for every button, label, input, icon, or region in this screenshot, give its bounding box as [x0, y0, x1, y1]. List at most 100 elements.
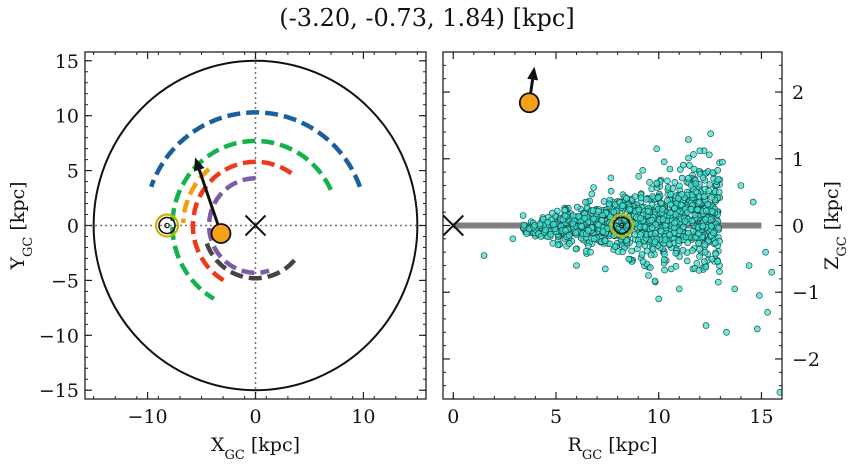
star-point [702, 263, 710, 271]
star-point [666, 165, 674, 173]
star-point [719, 158, 726, 166]
y-tick-label: 10 [55, 106, 79, 128]
star-point [655, 295, 663, 303]
y-tick-label: 1 [792, 149, 804, 171]
star-point [702, 207, 710, 215]
star-point [582, 198, 589, 206]
star-point [659, 205, 666, 213]
star-point [598, 217, 606, 224]
star-point [675, 237, 683, 244]
star-point [542, 226, 549, 234]
star-point [705, 151, 713, 159]
star-point [745, 262, 753, 269]
star-point [671, 219, 678, 227]
star-point [519, 212, 527, 219]
x-tick-label: 10 [351, 406, 375, 428]
star-point [677, 201, 685, 209]
star-point [731, 285, 739, 293]
star-point [562, 227, 569, 234]
star-point [776, 389, 782, 396]
star-point [641, 223, 649, 231]
galaxy-boundary-circle [92, 59, 419, 392]
star-point [645, 272, 652, 279]
star-point [664, 177, 671, 185]
star-point [702, 322, 710, 329]
cross-stroke [244, 214, 267, 237]
star-point [705, 187, 713, 195]
target-marker [518, 92, 540, 114]
x-tick-label: 10 [647, 406, 671, 428]
galactic-center-marker [244, 214, 267, 237]
galactic-center-marker [443, 214, 464, 237]
star-point [639, 167, 647, 174]
star-point [584, 242, 592, 250]
star-point [679, 247, 687, 254]
star-point [661, 266, 668, 274]
y-axis-label: YGC [kpc] [7, 181, 36, 270]
star-point [762, 248, 769, 256]
star-point [715, 188, 723, 196]
star-point [708, 255, 716, 263]
star-point [619, 202, 626, 210]
star-point [548, 209, 556, 217]
star-point [614, 248, 622, 255]
star-point [648, 224, 656, 231]
star-point [544, 218, 552, 226]
star-point [660, 158, 668, 166]
y-tick-label: 2 [792, 82, 804, 104]
star-point [684, 229, 692, 237]
star-point [639, 258, 647, 265]
star-point [569, 220, 577, 228]
star-point [654, 194, 662, 201]
y-tick-label: −10 [39, 325, 79, 347]
x-tick-label: 15 [749, 406, 773, 428]
star-point [581, 214, 589, 222]
spiral-arm-5 [206, 176, 270, 275]
star-point [768, 268, 776, 276]
star-point [536, 220, 544, 228]
star-point [520, 221, 528, 229]
star-point [749, 198, 757, 206]
star-point [695, 198, 703, 206]
star-point [646, 264, 654, 271]
star-point [689, 247, 696, 254]
y-tick-label: −5 [51, 270, 79, 292]
star-point [696, 147, 704, 155]
star-point [628, 247, 636, 255]
star-point [687, 206, 695, 213]
star-point [569, 212, 577, 219]
star-point [678, 174, 686, 182]
star-point [625, 255, 633, 263]
star-point [715, 224, 723, 232]
star-point [716, 268, 723, 276]
y-tick-label: −15 [39, 380, 79, 402]
star-point [561, 207, 568, 214]
star-point [531, 221, 539, 229]
cross-stroke [443, 214, 464, 237]
star-point [637, 231, 644, 238]
star-point [699, 174, 707, 181]
star-point [578, 223, 586, 230]
star-point [676, 182, 683, 190]
star-point [661, 236, 669, 243]
star-point [692, 188, 700, 196]
sun-marker [609, 213, 634, 238]
xy-plane-panel: −10 0 10 −15 −10 −5 0 5 10 15 XGC [kpc] YGC [kpc] [7, 51, 427, 463]
star-point [607, 187, 615, 195]
star-point [701, 248, 709, 256]
sun-dot [164, 222, 170, 229]
star-point [638, 251, 646, 258]
star-point [701, 193, 708, 200]
star-point [723, 328, 730, 336]
arrow-shaft [197, 169, 223, 234]
y-tick-label: 5 [67, 161, 79, 183]
star-point [672, 249, 680, 257]
arrow-head [194, 157, 205, 172]
sun-inner-ring [612, 216, 631, 235]
star-point [647, 251, 655, 259]
sun-dot [618, 222, 625, 229]
star-point [642, 196, 650, 203]
star-point [595, 208, 602, 215]
star-point [696, 245, 703, 253]
star-point [649, 193, 657, 200]
